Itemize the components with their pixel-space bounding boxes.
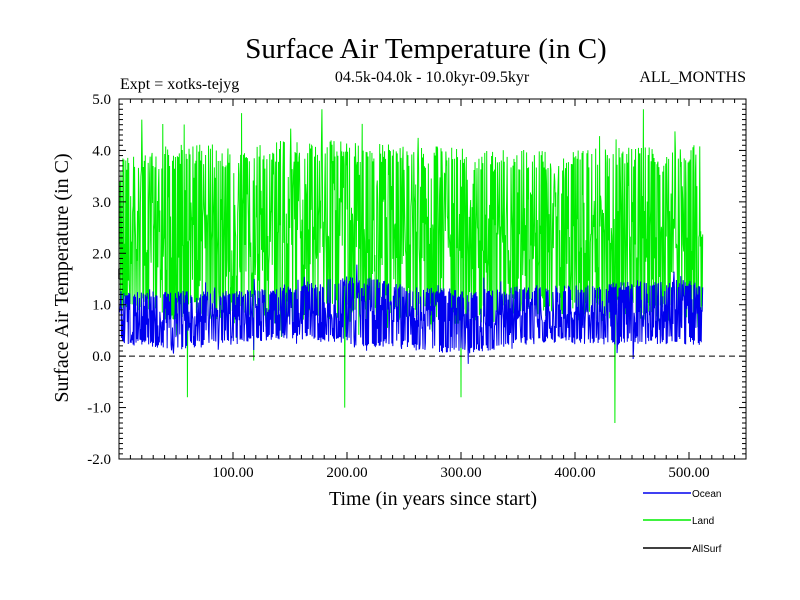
x-tick-label: 400.00	[554, 465, 595, 481]
expt-label: Expt = xotks-tejyg	[120, 76, 239, 93]
x-axis-label: Time (in years since start)	[329, 488, 537, 510]
axes-layer: 100.00 200.00 300.00 400.00 500.00 -2.0 -1.0 0.…	[87, 92, 747, 481]
series-layer	[118, 109, 704, 424]
chart-title: Surface Air Temperature (in C)	[245, 33, 606, 65]
legend-land-label: Land	[692, 516, 714, 527]
y-tick-label: 5.0	[92, 92, 111, 108]
y-tick-label: 0.0	[92, 349, 111, 365]
chart-subtitle: 04.5k-04.0k - 10.0kyr-09.5kyr	[335, 69, 530, 86]
y-tick-label: 4.0	[92, 143, 111, 159]
legend-allsurf-label: AllSurf	[692, 544, 722, 555]
y-tick-label: -1.0	[87, 401, 111, 417]
series-land-line	[118, 109, 704, 424]
x-tick-label: 100.00	[212, 465, 253, 481]
x-tick-label: 200.00	[326, 465, 367, 481]
series-ocean-line	[118, 264, 704, 364]
legend: Ocean Land AllSurf	[643, 489, 722, 555]
y-tick-label: -2.0	[87, 452, 111, 468]
y-tick-label: 2.0	[92, 246, 111, 262]
x-tick-label: 500.00	[668, 465, 709, 481]
x-tick-label: 300.00	[440, 465, 481, 481]
y-axis-label: Surface Air Temperature (in C)	[51, 153, 73, 402]
legend-ocean-label: Ocean	[692, 489, 721, 500]
months-label: ALL_MONTHS	[639, 69, 746, 86]
y-tick-label: 1.0	[92, 298, 111, 314]
y-tick-label: 3.0	[92, 195, 111, 211]
